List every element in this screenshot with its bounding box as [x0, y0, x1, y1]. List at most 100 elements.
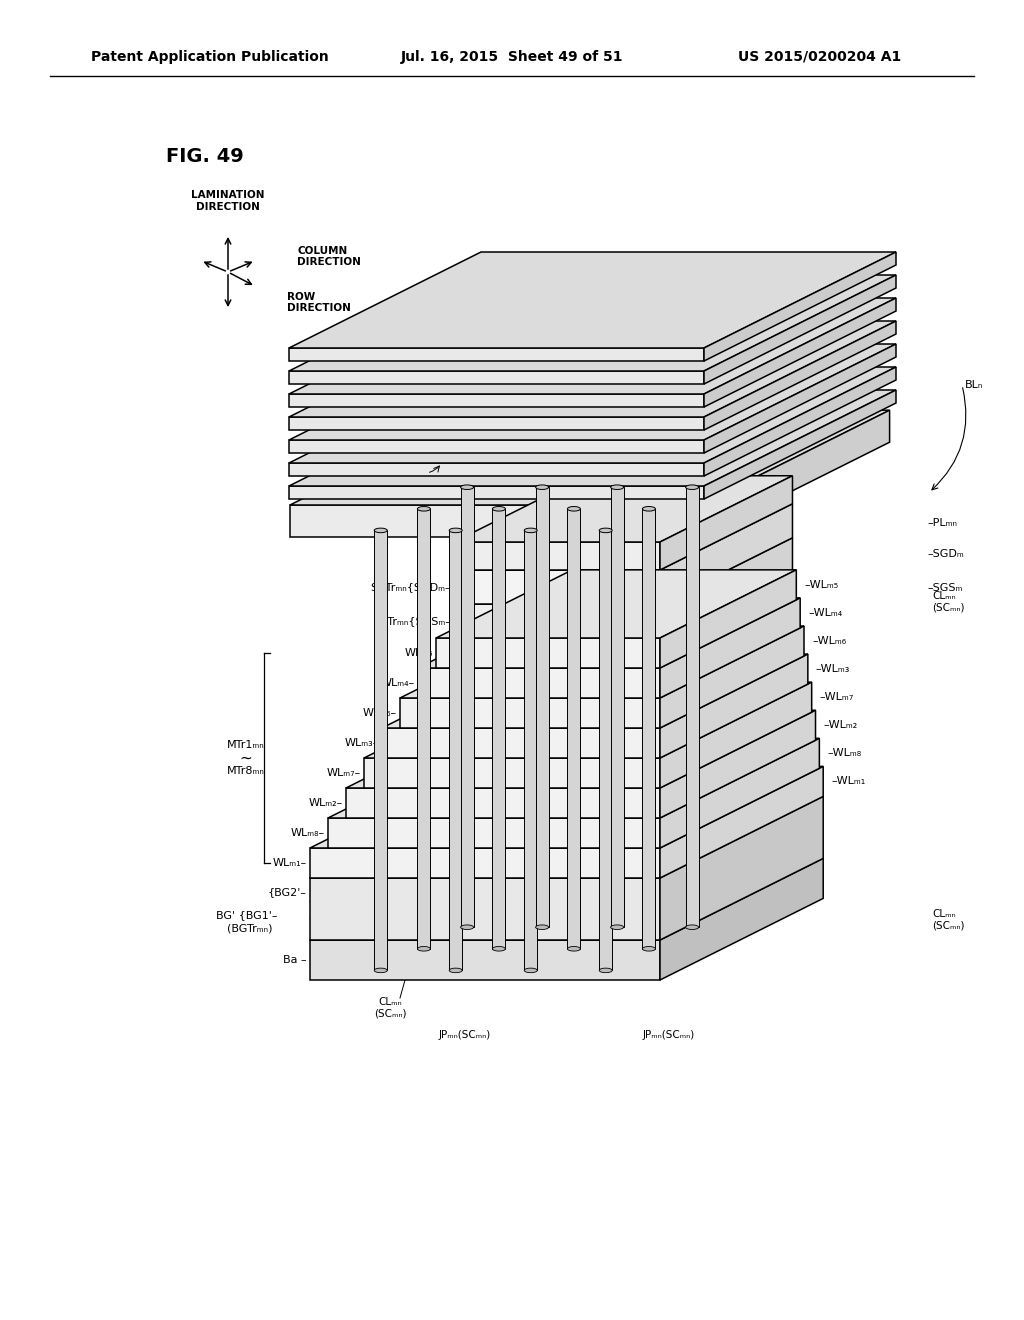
- Polygon shape: [289, 252, 896, 348]
- Text: BLₙ: BLₙ: [965, 380, 983, 389]
- Polygon shape: [310, 940, 660, 979]
- Text: CLₘₙ
(SCₘₙ): CLₘₙ (SCₘₙ): [932, 591, 965, 612]
- Polygon shape: [364, 758, 660, 788]
- Text: CLₘₙ
(SCₘₙ): CLₘₙ (SCₘₙ): [374, 997, 407, 1019]
- Text: {BG2'–: {BG2'–: [268, 887, 307, 896]
- Ellipse shape: [461, 484, 473, 490]
- Polygon shape: [310, 878, 660, 940]
- Polygon shape: [400, 626, 804, 698]
- Polygon shape: [524, 531, 538, 970]
- Text: ROW
DIRECTION: ROW DIRECTION: [288, 292, 351, 313]
- Polygon shape: [705, 252, 896, 360]
- Text: WLₘ₂–: WLₘ₂–: [309, 799, 343, 808]
- Text: PLₘₙ: PLₘₙ: [524, 550, 549, 561]
- Text: MS: MS: [596, 433, 612, 442]
- Ellipse shape: [493, 507, 506, 511]
- Polygon shape: [310, 796, 823, 878]
- Polygon shape: [346, 788, 660, 818]
- Polygon shape: [310, 767, 823, 847]
- Text: Ba –: Ba –: [284, 954, 307, 965]
- Text: WLₘ₅: WLₘ₅: [404, 648, 433, 657]
- Polygon shape: [705, 367, 896, 477]
- Polygon shape: [660, 504, 793, 605]
- Polygon shape: [567, 508, 581, 949]
- Polygon shape: [705, 298, 896, 407]
- Polygon shape: [289, 348, 705, 360]
- Ellipse shape: [536, 925, 549, 929]
- Ellipse shape: [686, 484, 698, 490]
- Polygon shape: [705, 389, 896, 499]
- Text: (BGTrₘₙ): (BGTrₘₙ): [226, 924, 272, 933]
- Polygon shape: [289, 321, 896, 417]
- Text: WLₘ₆–: WLₘ₆–: [362, 708, 397, 718]
- Ellipse shape: [686, 925, 698, 929]
- Polygon shape: [705, 345, 896, 453]
- Text: BG' {BG1'–: BG' {BG1'–: [216, 911, 278, 920]
- Ellipse shape: [374, 528, 387, 533]
- Ellipse shape: [524, 968, 538, 973]
- Text: –SGDₘ: –SGDₘ: [927, 549, 964, 558]
- Polygon shape: [289, 371, 705, 384]
- Polygon shape: [289, 345, 896, 440]
- Ellipse shape: [599, 528, 612, 533]
- Polygon shape: [418, 668, 660, 698]
- Polygon shape: [289, 393, 705, 407]
- Polygon shape: [660, 738, 819, 847]
- Ellipse shape: [493, 946, 506, 952]
- Polygon shape: [660, 767, 823, 878]
- Ellipse shape: [642, 507, 655, 511]
- Text: WLₘ₈–: WLₘ₈–: [291, 828, 325, 838]
- Text: SSTrₘₙ{SGSₘ–: SSTrₘₙ{SGSₘ–: [373, 616, 451, 626]
- Text: WLₘ₁–: WLₘ₁–: [272, 858, 307, 869]
- Text: WLₘ₄–: WLₘ₄–: [381, 678, 415, 688]
- Ellipse shape: [418, 507, 430, 511]
- Text: Patent Application Publication: Patent Application Publication: [91, 50, 329, 63]
- Text: Jul. 16, 2015  Sheet 49 of 51: Jul. 16, 2015 Sheet 49 of 51: [400, 50, 624, 63]
- Polygon shape: [328, 818, 660, 847]
- Ellipse shape: [642, 946, 655, 952]
- Ellipse shape: [418, 946, 430, 952]
- Polygon shape: [454, 537, 793, 605]
- Ellipse shape: [599, 968, 612, 973]
- Polygon shape: [454, 543, 660, 570]
- Polygon shape: [290, 506, 700, 537]
- Text: SLₙ: SLₙ: [552, 453, 569, 462]
- Polygon shape: [454, 605, 660, 638]
- Polygon shape: [660, 570, 797, 668]
- Polygon shape: [328, 738, 819, 818]
- Polygon shape: [705, 321, 896, 430]
- Text: –WLₘ₆: –WLₘ₆: [812, 636, 846, 645]
- Polygon shape: [642, 508, 655, 949]
- Polygon shape: [310, 858, 823, 940]
- Ellipse shape: [610, 484, 624, 490]
- Text: –WLₘ₄: –WLₘ₄: [808, 609, 843, 618]
- Text: –WLₘ₇: –WLₘ₇: [819, 692, 854, 702]
- Text: –PLₘₙ: –PLₘₙ: [927, 517, 957, 528]
- Text: CLₘₙ
(SCₘₙ): CLₘₙ (SCₘₙ): [932, 909, 965, 931]
- Polygon shape: [289, 440, 705, 453]
- Text: MS: MS: [414, 463, 430, 473]
- Polygon shape: [418, 508, 430, 949]
- Polygon shape: [374, 531, 387, 970]
- Polygon shape: [660, 626, 804, 729]
- Ellipse shape: [524, 528, 538, 533]
- Ellipse shape: [567, 946, 581, 952]
- Polygon shape: [289, 389, 896, 486]
- Text: SDTrₘₙ{SGDₘ–: SDTrₘₙ{SGDₘ–: [371, 582, 451, 591]
- Text: US 2015/0200204 A1: US 2015/0200204 A1: [738, 50, 901, 63]
- Polygon shape: [610, 487, 624, 927]
- Polygon shape: [289, 486, 705, 499]
- Polygon shape: [454, 570, 660, 605]
- Ellipse shape: [536, 484, 549, 490]
- Polygon shape: [436, 570, 797, 638]
- Ellipse shape: [374, 968, 387, 973]
- Text: JPₘₙ(SCₘₙ): JPₘₙ(SCₘₙ): [642, 1030, 694, 1040]
- Polygon shape: [493, 508, 506, 949]
- Polygon shape: [289, 417, 705, 430]
- Polygon shape: [599, 531, 612, 970]
- Polygon shape: [660, 475, 793, 570]
- Polygon shape: [454, 504, 793, 570]
- Polygon shape: [705, 275, 896, 384]
- Polygon shape: [418, 598, 800, 668]
- Text: –WLₘ₈: –WLₘ₈: [827, 748, 861, 758]
